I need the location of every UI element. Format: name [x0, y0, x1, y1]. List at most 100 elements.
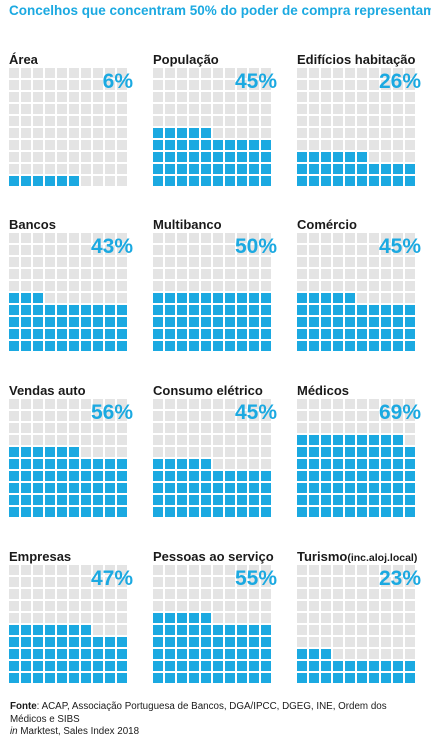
- waffle-cell-filled: [33, 507, 44, 518]
- waffle-cell-empty: [57, 565, 68, 576]
- waffle-cell-filled: [357, 447, 368, 458]
- waffle-cell-empty: [201, 92, 212, 103]
- waffle-cell-empty: [165, 257, 176, 268]
- waffle-cell-filled: [249, 637, 260, 648]
- waffle-cell-filled: [201, 483, 212, 494]
- waffle-cell-filled: [213, 152, 224, 163]
- waffle-cell-empty: [177, 92, 188, 103]
- waffle-cell-filled: [333, 471, 344, 482]
- waffle-cell-filled: [381, 176, 392, 187]
- waffle-cell-filled: [33, 637, 44, 648]
- waffle-cell-empty: [297, 68, 308, 79]
- waffle-cell-filled: [189, 293, 200, 304]
- waffle-cell-filled: [357, 317, 368, 328]
- waffle-cell-empty: [369, 293, 380, 304]
- waffle-cell-filled: [297, 483, 308, 494]
- waffle-cell-filled: [333, 495, 344, 506]
- waffle-cell-empty: [381, 281, 392, 292]
- waffle-cell-filled: [189, 164, 200, 175]
- waffle-cell-filled: [213, 661, 224, 672]
- waffle-cell-filled: [33, 483, 44, 494]
- waffle-cell-filled: [297, 495, 308, 506]
- waffle-cell-empty: [189, 423, 200, 434]
- waffle-cell-empty: [333, 613, 344, 624]
- waffle-cell-empty: [189, 565, 200, 576]
- waffle-cell-empty: [153, 399, 164, 410]
- waffle-cell-empty: [369, 423, 380, 434]
- waffle-cell-empty: [321, 577, 332, 588]
- waffle-cell-empty: [189, 577, 200, 588]
- waffle-cell-filled: [153, 128, 164, 139]
- waffle-cell-filled: [105, 317, 116, 328]
- waffle-cell-empty: [297, 257, 308, 268]
- waffle-cell-filled: [333, 305, 344, 316]
- waffle-cell-empty: [237, 116, 248, 127]
- waffle-cell-empty: [297, 613, 308, 624]
- waffle-cell-empty: [297, 92, 308, 103]
- waffle-cell-empty: [345, 92, 356, 103]
- waffle-cell-empty: [309, 116, 320, 127]
- source-in-text: Marktest, Sales Index 2018: [17, 726, 140, 737]
- waffle-cell-empty: [21, 104, 32, 115]
- waffle-cell-filled: [369, 305, 380, 316]
- panel-value: 69%: [378, 401, 421, 424]
- waffle-cell-filled: [21, 625, 32, 636]
- waffle-cell-empty: [309, 411, 320, 422]
- waffle-cell-empty: [117, 128, 128, 139]
- waffle-cell-empty: [21, 601, 32, 612]
- waffle-cell-empty: [45, 68, 56, 79]
- waffle-cell-empty: [201, 435, 212, 446]
- waffle-cell-filled: [213, 293, 224, 304]
- waffle-cell-empty: [189, 601, 200, 612]
- waffle-cell-empty: [153, 116, 164, 127]
- waffle-cell-empty: [381, 269, 392, 280]
- waffle-cell-empty: [381, 293, 392, 304]
- waffle-cell-empty: [57, 269, 68, 280]
- waffle-cell-empty: [261, 128, 272, 139]
- panel-value: 45%: [378, 235, 421, 258]
- waffle-cell-filled: [93, 507, 104, 518]
- waffle-cell-filled: [105, 329, 116, 340]
- waffle-cell-empty: [21, 565, 32, 576]
- waffle-cell-empty: [33, 577, 44, 588]
- waffle-cell-empty: [237, 269, 248, 280]
- waffle-cell-empty: [405, 257, 416, 268]
- waffle-cell-empty: [309, 128, 320, 139]
- waffle-cell-filled: [333, 164, 344, 175]
- waffle-cell-empty: [93, 565, 104, 576]
- waffle-cell-empty: [33, 68, 44, 79]
- waffle-cell-filled: [309, 152, 320, 163]
- waffle-cell-filled: [381, 305, 392, 316]
- waffle-cell-empty: [45, 257, 56, 268]
- waffle-cell-filled: [357, 673, 368, 684]
- waffle-cell-filled: [9, 471, 20, 482]
- waffle-cell-filled: [177, 637, 188, 648]
- waffle-cell-filled: [237, 625, 248, 636]
- panel-label-text: Área: [9, 52, 38, 67]
- waffle-cell-filled: [249, 649, 260, 660]
- waffle-cell-empty: [345, 411, 356, 422]
- waffle-cell-empty: [201, 269, 212, 280]
- waffle-cell-empty: [213, 128, 224, 139]
- waffle-cell-filled: [33, 447, 44, 458]
- waffle-cell-filled: [201, 176, 212, 187]
- waffle-cell-empty: [369, 637, 380, 648]
- waffle-cell-empty: [81, 80, 92, 91]
- waffle-cell-empty: [33, 269, 44, 280]
- waffle-cell-empty: [393, 601, 404, 612]
- waffle-cell-empty: [405, 245, 416, 256]
- waffle-cell-empty: [345, 128, 356, 139]
- waffle-cell-filled: [153, 613, 164, 624]
- waffle-cell-filled: [177, 329, 188, 340]
- waffle-cell-empty: [45, 399, 56, 410]
- waffle-cell-empty: [333, 80, 344, 91]
- waffle-cell-empty: [237, 423, 248, 434]
- waffle-cell-empty: [57, 116, 68, 127]
- waffle-cell-filled: [309, 661, 320, 672]
- waffle-cell-empty: [57, 152, 68, 163]
- waffle-cell-empty: [237, 128, 248, 139]
- waffle-cell-filled: [309, 329, 320, 340]
- waffle-cell-filled: [117, 483, 128, 494]
- waffle-cell-filled: [237, 341, 248, 352]
- waffle-cell-empty: [357, 423, 368, 434]
